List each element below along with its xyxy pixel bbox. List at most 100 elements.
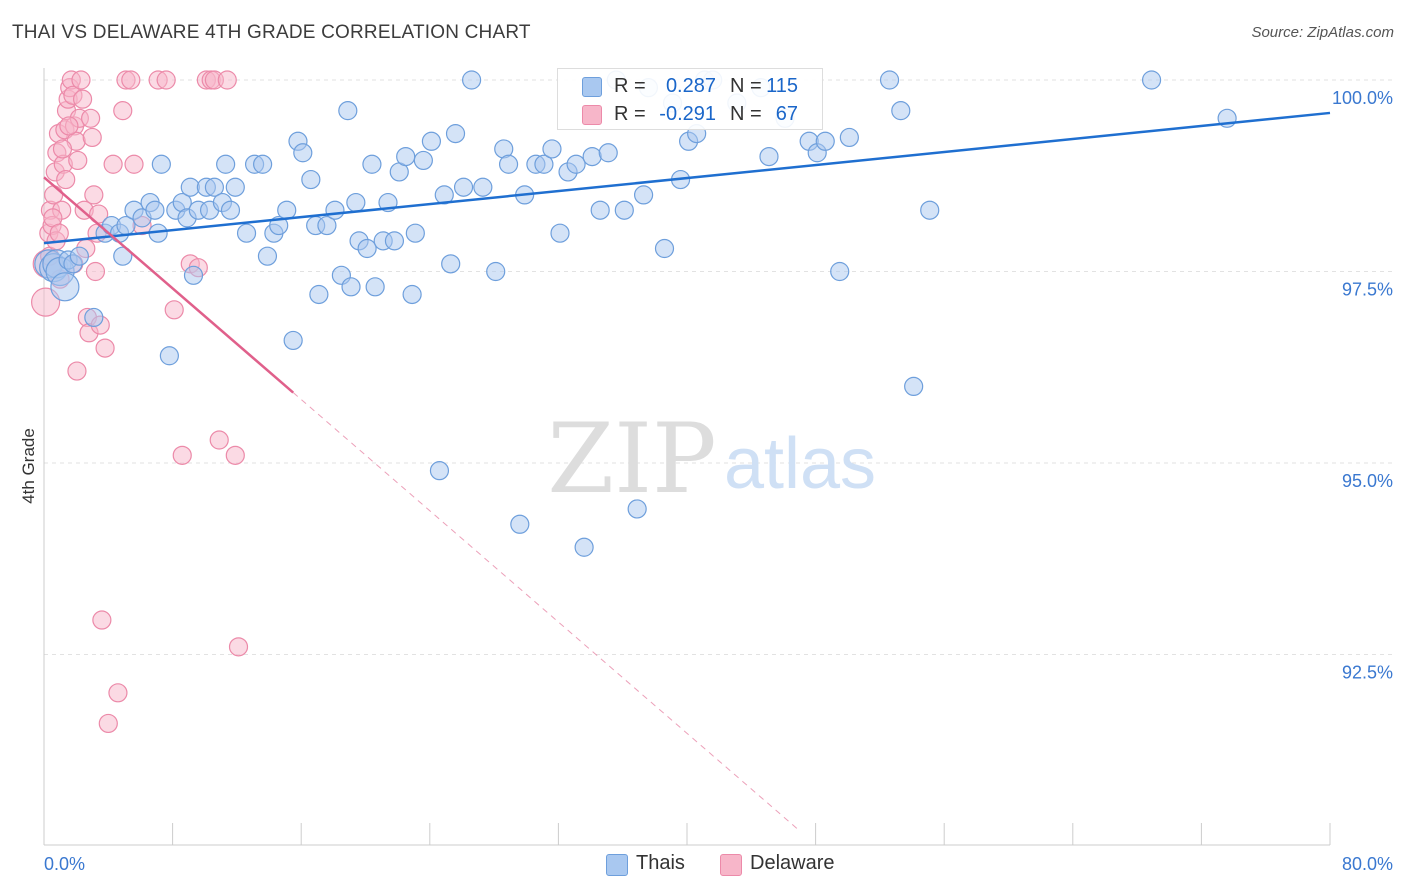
thais-point [357, 238, 377, 259]
thais-point [590, 200, 610, 220]
delaware-point [56, 169, 76, 190]
delaware-point [59, 116, 79, 136]
legend-row-delaware: R = -0.291 N = 67 [558, 100, 822, 128]
thais-point [904, 376, 924, 396]
watermark-zip: ZIP [547, 403, 716, 515]
legend-label-thais: Thais [636, 852, 685, 874]
trend-lines [43, 111, 1331, 832]
thais-point [384, 231, 405, 251]
thais-point [633, 185, 654, 205]
thais-point [236, 223, 257, 243]
legend-r-value: -0.291 [659, 103, 716, 125]
delaware-point [85, 261, 106, 282]
legend-r-label: R = [614, 75, 646, 97]
x-tick-label-min: 0.0% [44, 854, 85, 874]
thais-point [338, 101, 358, 121]
thais-point [445, 124, 466, 144]
delaware-point [121, 70, 141, 90]
thais-point [145, 200, 165, 220]
thais-point [486, 261, 506, 282]
thais-point [180, 177, 200, 197]
thais-point [365, 277, 385, 297]
thais-point [413, 150, 433, 171]
thais-point [550, 223, 570, 243]
thais-point [253, 154, 273, 174]
thais-point [216, 154, 236, 174]
thais-point [325, 200, 345, 220]
delaware-swatch [720, 854, 742, 876]
delaware-point [81, 108, 101, 128]
thais-point [341, 277, 361, 297]
thais-point [534, 154, 554, 174]
thais-point [283, 330, 303, 351]
delaware-point [84, 185, 104, 205]
delaware-point [172, 445, 192, 465]
delaware-point [71, 70, 91, 90]
delaware-point [82, 127, 102, 148]
delaware-point [67, 361, 87, 381]
thais-point [453, 177, 474, 197]
delaware-trend-extension [292, 392, 800, 832]
y-tick-label: 95.0% [1342, 471, 1393, 491]
delaware-point [108, 683, 128, 703]
y-tick-label: 97.5% [1342, 280, 1393, 300]
tick-labels: 100.0% 97.5% 95.0% 92.5% 0.0% 80.0% [44, 88, 1393, 874]
delaware-point [225, 445, 245, 465]
thais-point [582, 147, 602, 167]
x-tick-label-max: 80.0% [1342, 854, 1393, 874]
thais-point [396, 147, 416, 167]
thais-point [159, 346, 179, 366]
thais-point [598, 143, 618, 163]
y-tick-label: 92.5% [1342, 663, 1393, 683]
thais-point [220, 200, 241, 220]
delaware-point [209, 430, 229, 450]
y-tick-label: 100.0% [1332, 88, 1393, 108]
delaware-point [217, 70, 237, 90]
thais-point [346, 192, 366, 213]
thais-point [1141, 70, 1162, 90]
delaware-point [164, 300, 184, 320]
legend-r-label: R = [614, 103, 646, 125]
thais-trend-line [43, 111, 1331, 245]
thais-points [34, 70, 1237, 557]
delaware-trend-line [43, 176, 294, 394]
thais-point [309, 284, 329, 305]
delaware-point [228, 637, 249, 657]
thais-point [151, 154, 171, 174]
thais-point [421, 131, 442, 151]
thais-point [301, 169, 321, 190]
delaware-point [113, 101, 133, 121]
delaware-point [52, 139, 73, 159]
thais-point [434, 185, 454, 205]
delaware-point [68, 150, 88, 171]
axes [43, 68, 1331, 846]
thais-point [879, 70, 900, 90]
thais-point [225, 177, 245, 197]
thais-point [257, 246, 278, 266]
thais-point [84, 307, 104, 328]
thais-point [402, 284, 422, 305]
thais-point [293, 143, 313, 163]
stats-legend: R = 0.287 N = 115 R = -0.291 N = 67 [557, 68, 823, 130]
thais-point [429, 461, 450, 481]
thais-point [839, 127, 859, 148]
thais-point [566, 154, 586, 174]
delaware-point [31, 287, 61, 317]
delaware-point [156, 70, 176, 90]
thais-point [759, 147, 779, 167]
legend-n-value: 115 [766, 75, 798, 97]
legend-n-label: N = [730, 75, 762, 97]
thais-point [574, 537, 594, 557]
thais-swatch [606, 854, 628, 876]
delaware-point [92, 610, 112, 630]
legend-row-thais: R = 0.287 N = 115 [558, 72, 822, 100]
thais-point [277, 200, 297, 220]
thais-point [50, 272, 80, 302]
thais-point [920, 200, 940, 220]
delaware-swatch [582, 105, 602, 125]
thais-point [498, 154, 519, 174]
thais-point [510, 514, 530, 534]
delaware-points [31, 70, 249, 734]
legend-r-value: 0.287 [665, 75, 716, 97]
